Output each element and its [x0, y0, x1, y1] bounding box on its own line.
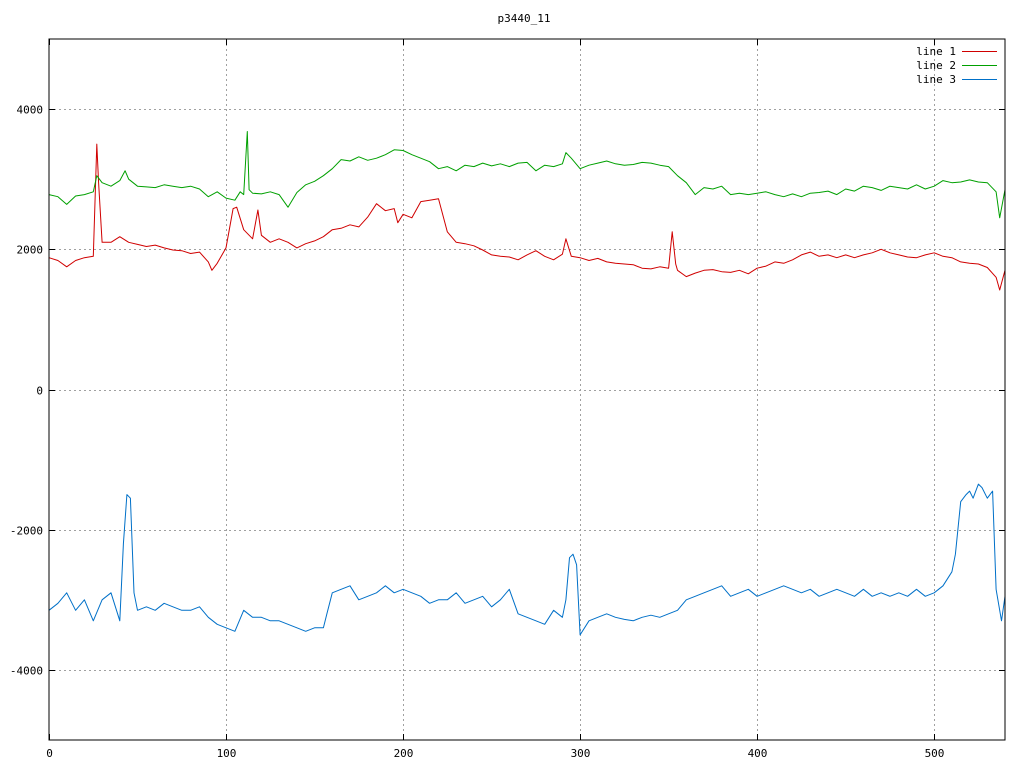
y-tick-label: 2000 — [17, 244, 44, 257]
x-tick-label: 200 — [394, 747, 414, 760]
y-tick-label: -2000 — [10, 525, 43, 538]
y-tick-label: -4000 — [10, 665, 43, 678]
plot-area-frame — [48, 38, 1006, 741]
legend-label-3: line 3 — [916, 73, 956, 86]
x-tick-label: 100 — [217, 747, 237, 760]
series-line-2 — [48, 131, 1006, 219]
y-tick-label: 4000 — [17, 104, 44, 117]
x-tick-label: 400 — [748, 747, 768, 760]
x-tick-label: 500 — [925, 747, 945, 760]
grid-lines — [49, 39, 1005, 740]
legend-label-1: line 1 — [916, 45, 956, 58]
series-line-3 — [48, 483, 1006, 636]
x-tick-label: 300 — [571, 747, 591, 760]
chart-title: p3440_11 — [498, 12, 551, 25]
x-tick-label: 0 — [46, 747, 53, 760]
series-group — [48, 131, 1006, 636]
legend-label-2: line 2 — [916, 59, 956, 72]
series-line-1 — [48, 143, 1006, 291]
axis-ticks: 0 100 200 300 400 500 -4000 -2000 0 2000 4000 — [10, 39, 1005, 760]
y-tick-label: 0 — [36, 385, 43, 398]
